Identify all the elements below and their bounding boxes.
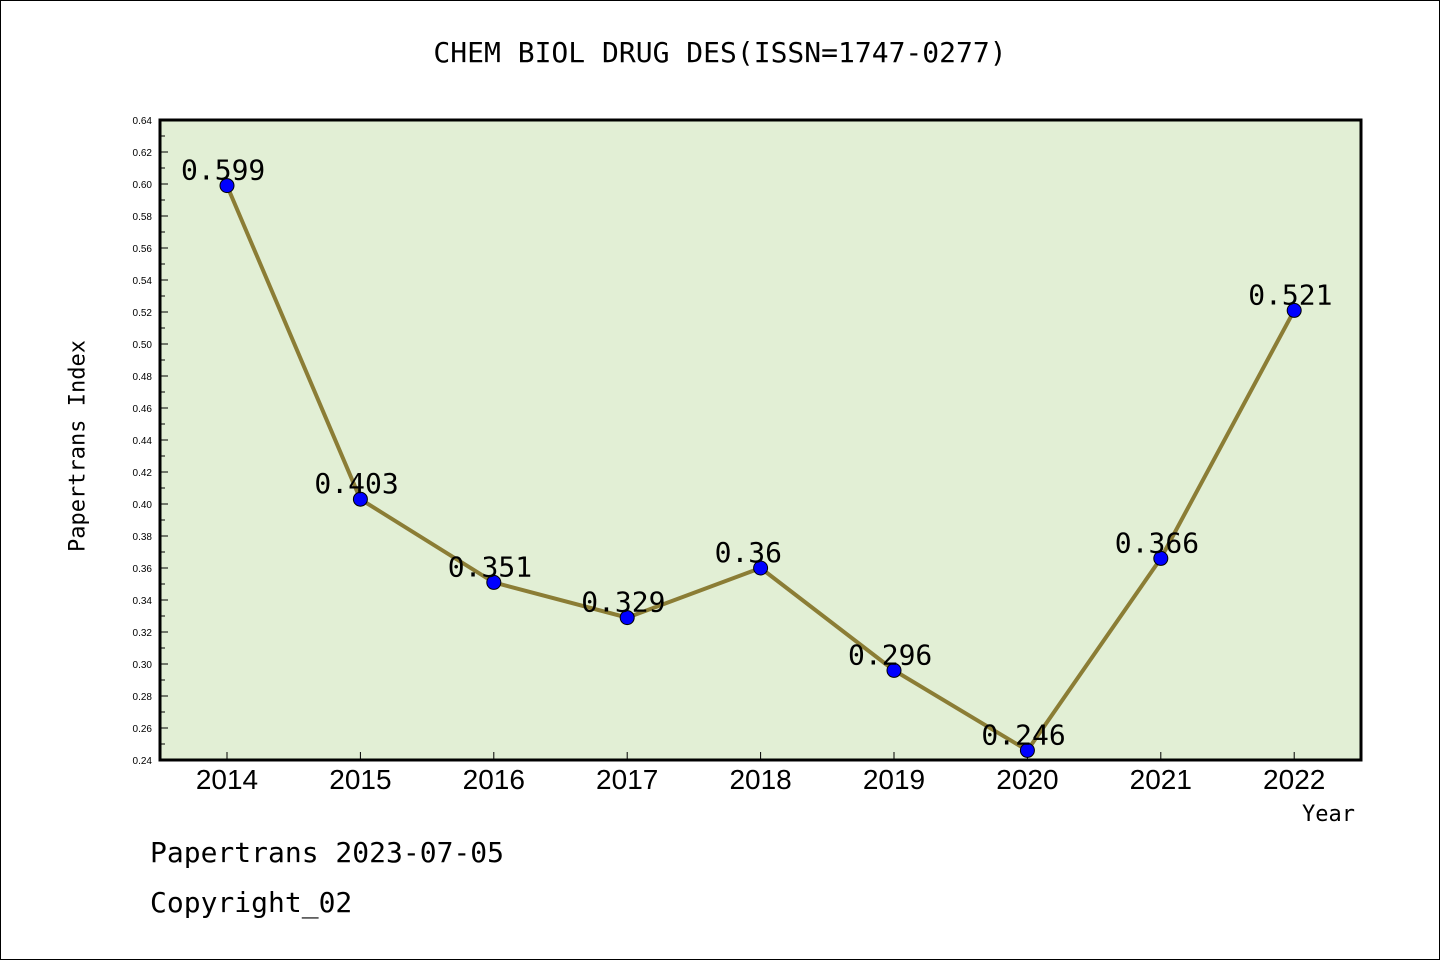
y-tick-label: 0.54	[133, 276, 153, 287]
y-tick-label: 0.32	[133, 628, 153, 639]
data-point	[1286, 302, 1302, 318]
y-tick-label: 0.44	[133, 436, 153, 447]
y-tick-label: 0.56	[133, 244, 153, 255]
footer-date: Papertrans 2023-07-05	[150, 836, 505, 869]
data-label: 0.403	[314, 467, 398, 500]
y-tick-label: 0.36	[133, 564, 153, 575]
x-tick-label: 2022	[1263, 764, 1325, 795]
plot-area	[158, 118, 1363, 762]
data-points	[219, 178, 1302, 758]
x-tick-label: 2016	[463, 764, 525, 795]
y-tick-label: 0.30	[133, 660, 153, 671]
data-label: 0.36	[715, 536, 782, 569]
y-tick-label: 0.26	[133, 724, 153, 735]
x-tick-label: 2015	[329, 764, 391, 795]
x-tick-label: 2020	[996, 764, 1058, 795]
data-label: 0.296	[848, 638, 932, 671]
y-tick-label: 0.50	[133, 340, 153, 351]
data-point	[352, 491, 368, 507]
y-tick-label: 0.52	[133, 308, 153, 319]
data-point	[1153, 550, 1169, 566]
data-point	[619, 610, 635, 626]
data-label: 0.366	[1115, 526, 1199, 559]
x-tick-label: 2017	[596, 764, 658, 795]
y-tick-label: 0.58	[133, 212, 153, 223]
data-point	[219, 178, 235, 194]
footer-copyright: Copyright_02	[150, 886, 353, 919]
data-label: 0.351	[448, 550, 532, 583]
x-axis-label: Year	[1302, 802, 1355, 827]
y-tick-label: 0.34	[133, 596, 153, 607]
y-tick-label: 0.64	[133, 116, 153, 127]
chart-title: CHEM BIOL DRUG DES(ISSN=1747-0277)	[433, 36, 1007, 69]
data-point	[1019, 742, 1035, 758]
x-tick-label: 2019	[863, 764, 925, 795]
y-tick-label: 0.38	[133, 532, 153, 543]
y-axis-ticks: 0.24 0.26 0.28 0.30 0.32 0.34 0.36 0.38 0.40 0.42…	[133, 116, 168, 767]
x-tick-label: 2014	[196, 764, 258, 795]
y-tick-label: 0.46	[133, 404, 153, 415]
y-tick-label: 0.28	[133, 692, 153, 703]
data-label: 0.329	[581, 586, 665, 619]
y-tick-label: 0.42	[133, 468, 153, 479]
x-tick-label: 2021	[1130, 764, 1192, 795]
data-label: 0.246	[981, 718, 1065, 751]
y-tick-label: 0.62	[133, 148, 153, 159]
data-point	[753, 560, 769, 576]
data-point	[886, 662, 902, 678]
x-tick-label: 2018	[729, 764, 791, 795]
y-tick-label: 0.48	[133, 372, 153, 383]
y-tick-label: 0.40	[133, 500, 153, 511]
data-label: 0.599	[181, 154, 265, 187]
data-label: 0.521	[1248, 278, 1332, 311]
data-point	[486, 574, 502, 590]
x-axis-ticks: 2014 2015 2016 2017 2018 2019 2020 2021 2022	[196, 752, 1325, 795]
y-tick-label: 0.60	[133, 180, 153, 191]
data-labels: 0.599 0.403 0.351 0.329 0.36 0.296 0.246 0.366 0…	[181, 154, 1332, 752]
y-tick-label: 0.24	[133, 756, 153, 767]
